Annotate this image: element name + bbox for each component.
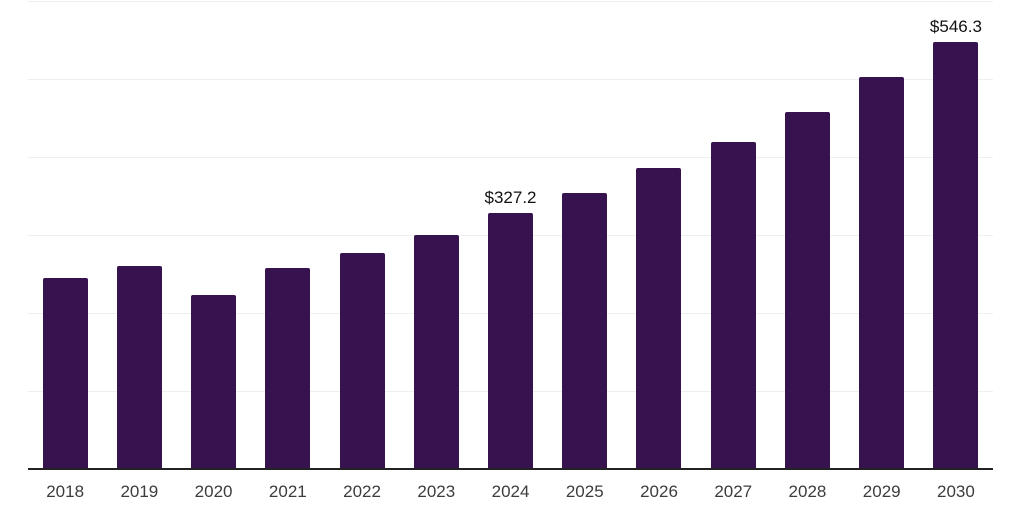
bar-slot-2021 bbox=[251, 0, 325, 468]
x-axis-label-2029: 2029 bbox=[862, 482, 901, 501]
x-axis-label-2021: 2021 bbox=[268, 482, 307, 501]
bar-slot-2019 bbox=[102, 0, 176, 468]
bar-slot-2018 bbox=[28, 0, 102, 468]
x-axis-label-2025: 2025 bbox=[565, 482, 604, 501]
x-axis-label-2027: 2027 bbox=[714, 482, 753, 501]
x-axis-label-2020: 2020 bbox=[194, 482, 233, 501]
bar-2027 bbox=[710, 141, 756, 468]
bar-2026 bbox=[636, 167, 682, 468]
bar-slot-2027 bbox=[696, 0, 770, 468]
bar-2020 bbox=[191, 294, 237, 468]
bar-2028 bbox=[784, 111, 830, 468]
x-axis-line bbox=[28, 468, 993, 470]
plot-area: $327.2 $546.3 bbox=[28, 0, 993, 470]
bar-2022 bbox=[339, 252, 385, 468]
x-axis-label-2022: 2022 bbox=[343, 482, 381, 501]
bar-value-label-2024: $327.2 bbox=[484, 187, 537, 207]
bar-slot-2022 bbox=[325, 0, 399, 468]
x-axis-label-2028: 2028 bbox=[788, 482, 827, 501]
bar-slot-2029 bbox=[845, 0, 919, 468]
bar-value-label-2030: $546.3 bbox=[929, 16, 982, 36]
x-axis-label-2023: 2023 bbox=[417, 482, 456, 501]
bar-2023 bbox=[413, 234, 459, 468]
bar-2021 bbox=[265, 268, 311, 468]
x-axis-label-2024: 2024 bbox=[491, 482, 530, 501]
gridline-400 bbox=[28, 157, 993, 158]
bar-slot-2026 bbox=[622, 0, 696, 468]
bar-2019 bbox=[116, 265, 162, 468]
bars: $327.2 $546.3 bbox=[28, 0, 993, 468]
bar-slot-2024: $327.2 bbox=[473, 0, 547, 468]
x-axis-labels: 2018 2019 2020 2021 2022 2023 2024 2025 2026 2027… bbox=[28, 470, 993, 502]
bar-2029 bbox=[859, 77, 905, 468]
bar-2024 bbox=[488, 212, 534, 468]
x-axis-label-2019: 2019 bbox=[120, 482, 159, 501]
bar-slot-2023 bbox=[399, 0, 473, 468]
bar-2030 bbox=[933, 41, 979, 468]
x-axis-label-2026: 2026 bbox=[640, 482, 678, 501]
bar-slot-2020 bbox=[176, 0, 250, 468]
gridline-600 bbox=[28, 1, 993, 2]
bar-2018 bbox=[42, 278, 88, 468]
bar-slot-2030: $546.3 bbox=[919, 0, 993, 468]
bar-2025 bbox=[562, 192, 608, 468]
x-axis-label-2018: 2018 bbox=[46, 482, 85, 501]
x-axis-label-2030: 2030 bbox=[937, 482, 975, 501]
bar-slot-2025 bbox=[548, 0, 622, 468]
bar-slot-2028 bbox=[770, 0, 844, 468]
gridline-500 bbox=[28, 79, 993, 80]
